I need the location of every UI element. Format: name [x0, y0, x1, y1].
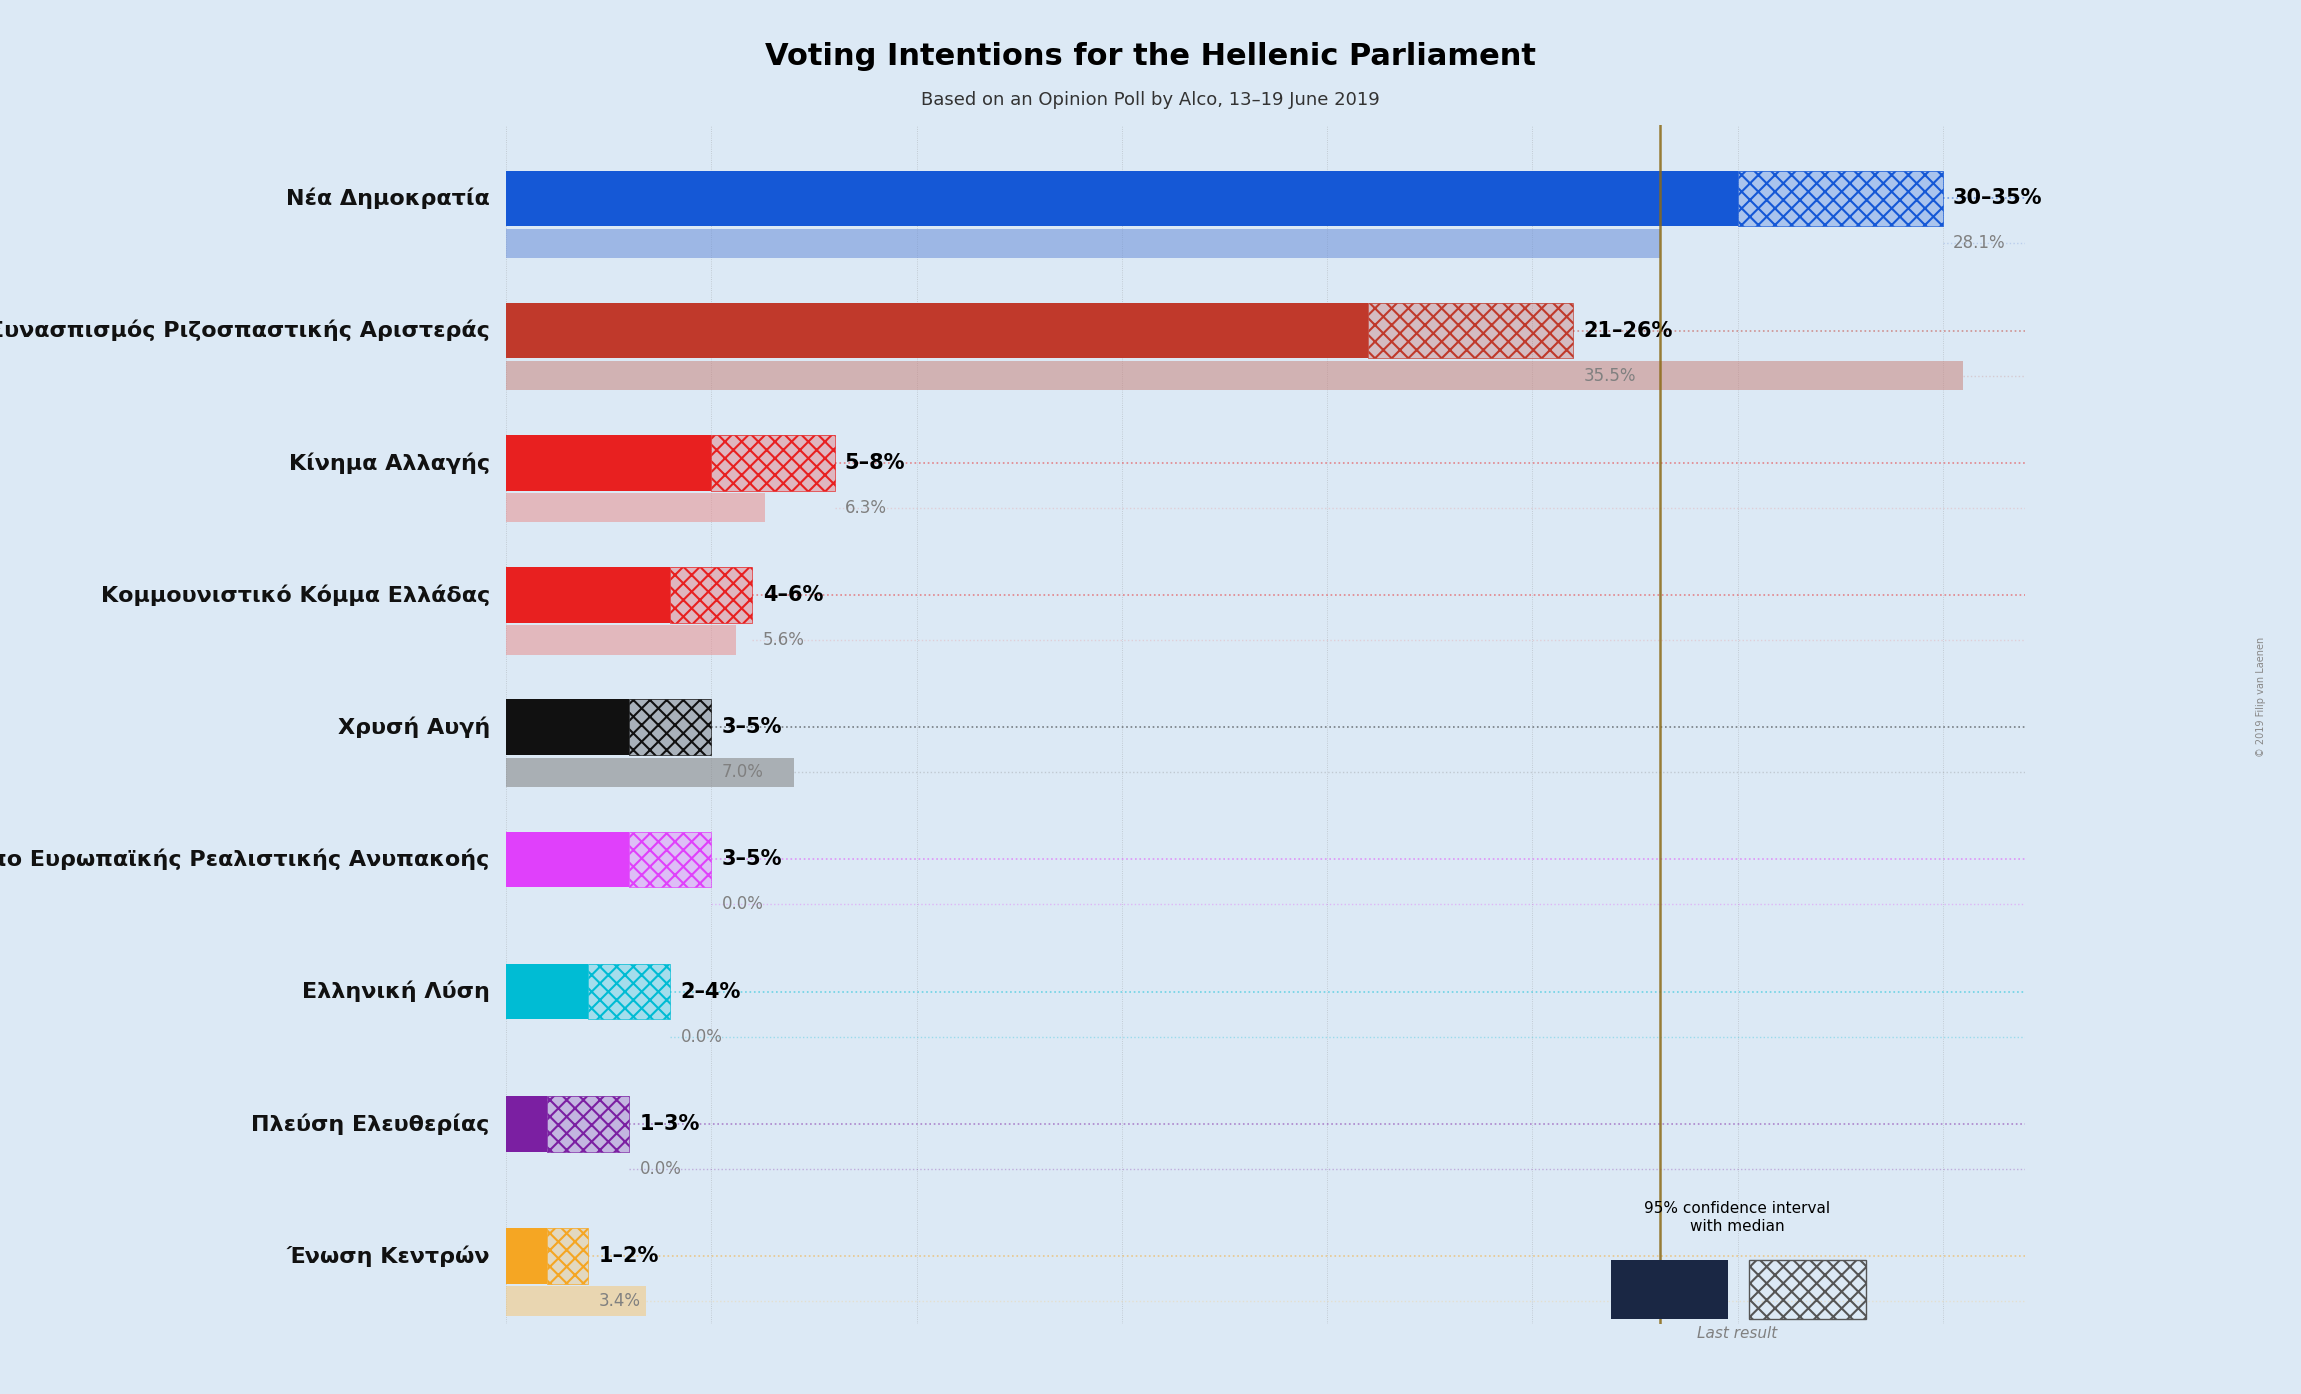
Bar [589, 963, 670, 1019]
Bar [548, 1096, 630, 1151]
Text: 4–6%: 4–6% [762, 585, 824, 605]
Bar [506, 1228, 548, 1284]
Text: 0.0%: 0.0% [723, 895, 764, 913]
Bar [506, 963, 589, 1019]
Bar [506, 170, 1737, 226]
Text: Based on an Opinion Poll by Alco, 13–19 June 2019: Based on an Opinion Poll by Alco, 13–19 … [920, 91, 1381, 109]
Bar [630, 832, 711, 887]
Text: Last result: Last result [1698, 1326, 1776, 1341]
Text: 7.0%: 7.0% [723, 763, 764, 781]
Text: 2–4%: 2–4% [681, 981, 741, 1002]
Text: 3–5%: 3–5% [723, 718, 782, 737]
Text: Voting Intentions for the Hellenic Parliament: Voting Intentions for the Hellenic Parli… [764, 42, 1537, 71]
Text: 6.3%: 6.3% [844, 499, 886, 517]
Text: Νέα Δημοκρατία: Νέα Δημοκρατία [285, 188, 490, 209]
Bar [630, 700, 711, 756]
Bar [506, 567, 670, 623]
Bar [589, 963, 670, 1019]
Bar [1611, 1260, 1728, 1319]
Text: Συνασπισμός Ριζοσπαστικής Αριστεράς: Συνασπισμός Ριζοσπαστικής Αριστεράς [0, 319, 490, 342]
Text: 21–26%: 21–26% [1583, 321, 1673, 340]
Bar [1369, 302, 1574, 358]
Text: Κομμουνιστικό Κόμμα Ελλάδας: Κομμουνιστικό Κόμμα Ελλάδας [101, 584, 490, 606]
Bar [506, 758, 794, 786]
Text: Πλεύση Ελευθερίας: Πλεύση Ελευθερίας [251, 1114, 490, 1135]
Text: 3.4%: 3.4% [598, 1292, 640, 1310]
Bar [1369, 302, 1574, 358]
Bar [630, 832, 711, 887]
Text: 3–5%: 3–5% [723, 849, 782, 870]
Bar [506, 1096, 548, 1151]
Bar [711, 435, 835, 491]
Text: 0.0%: 0.0% [640, 1160, 681, 1178]
Text: 35.5%: 35.5% [1583, 367, 1636, 385]
Text: 95% confidence interval
with median: 95% confidence interval with median [1645, 1202, 1829, 1234]
Bar [1737, 170, 1942, 226]
Bar [506, 435, 711, 491]
Bar [1749, 1260, 1866, 1319]
Bar [506, 626, 736, 655]
Text: 1–2%: 1–2% [598, 1246, 658, 1266]
Text: 1–3%: 1–3% [640, 1114, 700, 1133]
Bar [548, 1096, 630, 1151]
Bar [506, 493, 764, 523]
Bar [548, 1228, 589, 1284]
Text: Μέτωπο Ευρωπαϊκής Ρεαλιστικής Ανυπακοής: Μέτωπο Ευρωπαϊκής Ρεαλιστικής Ανυπακοής [0, 849, 490, 870]
Bar [506, 361, 1963, 390]
Bar [711, 435, 835, 491]
Bar [548, 1228, 589, 1284]
Text: 5.6%: 5.6% [762, 631, 805, 650]
Text: © 2019 Filip van Laenen: © 2019 Filip van Laenen [2257, 637, 2266, 757]
Bar [670, 567, 752, 623]
Text: Ένωση Κεντρών: Ένωση Κεντρών [285, 1245, 490, 1267]
Bar [670, 567, 752, 623]
Bar [506, 832, 630, 887]
Bar [506, 229, 1659, 258]
Bar [506, 1287, 647, 1316]
Bar [506, 700, 630, 756]
Text: Χρυσή Αυγή: Χρυσή Αυγή [338, 717, 490, 737]
Text: 30–35%: 30–35% [1954, 188, 2043, 209]
Bar [506, 302, 1369, 358]
Text: Ελληνική Λύση: Ελληνική Λύση [301, 981, 490, 1002]
Bar [1737, 170, 1942, 226]
Text: 0.0%: 0.0% [681, 1027, 723, 1046]
Bar [630, 700, 711, 756]
Text: 28.1%: 28.1% [1954, 234, 2006, 252]
Text: Κίνημα Αλλαγής: Κίνημα Αλλαγής [288, 452, 490, 474]
Text: 5–8%: 5–8% [844, 453, 904, 473]
